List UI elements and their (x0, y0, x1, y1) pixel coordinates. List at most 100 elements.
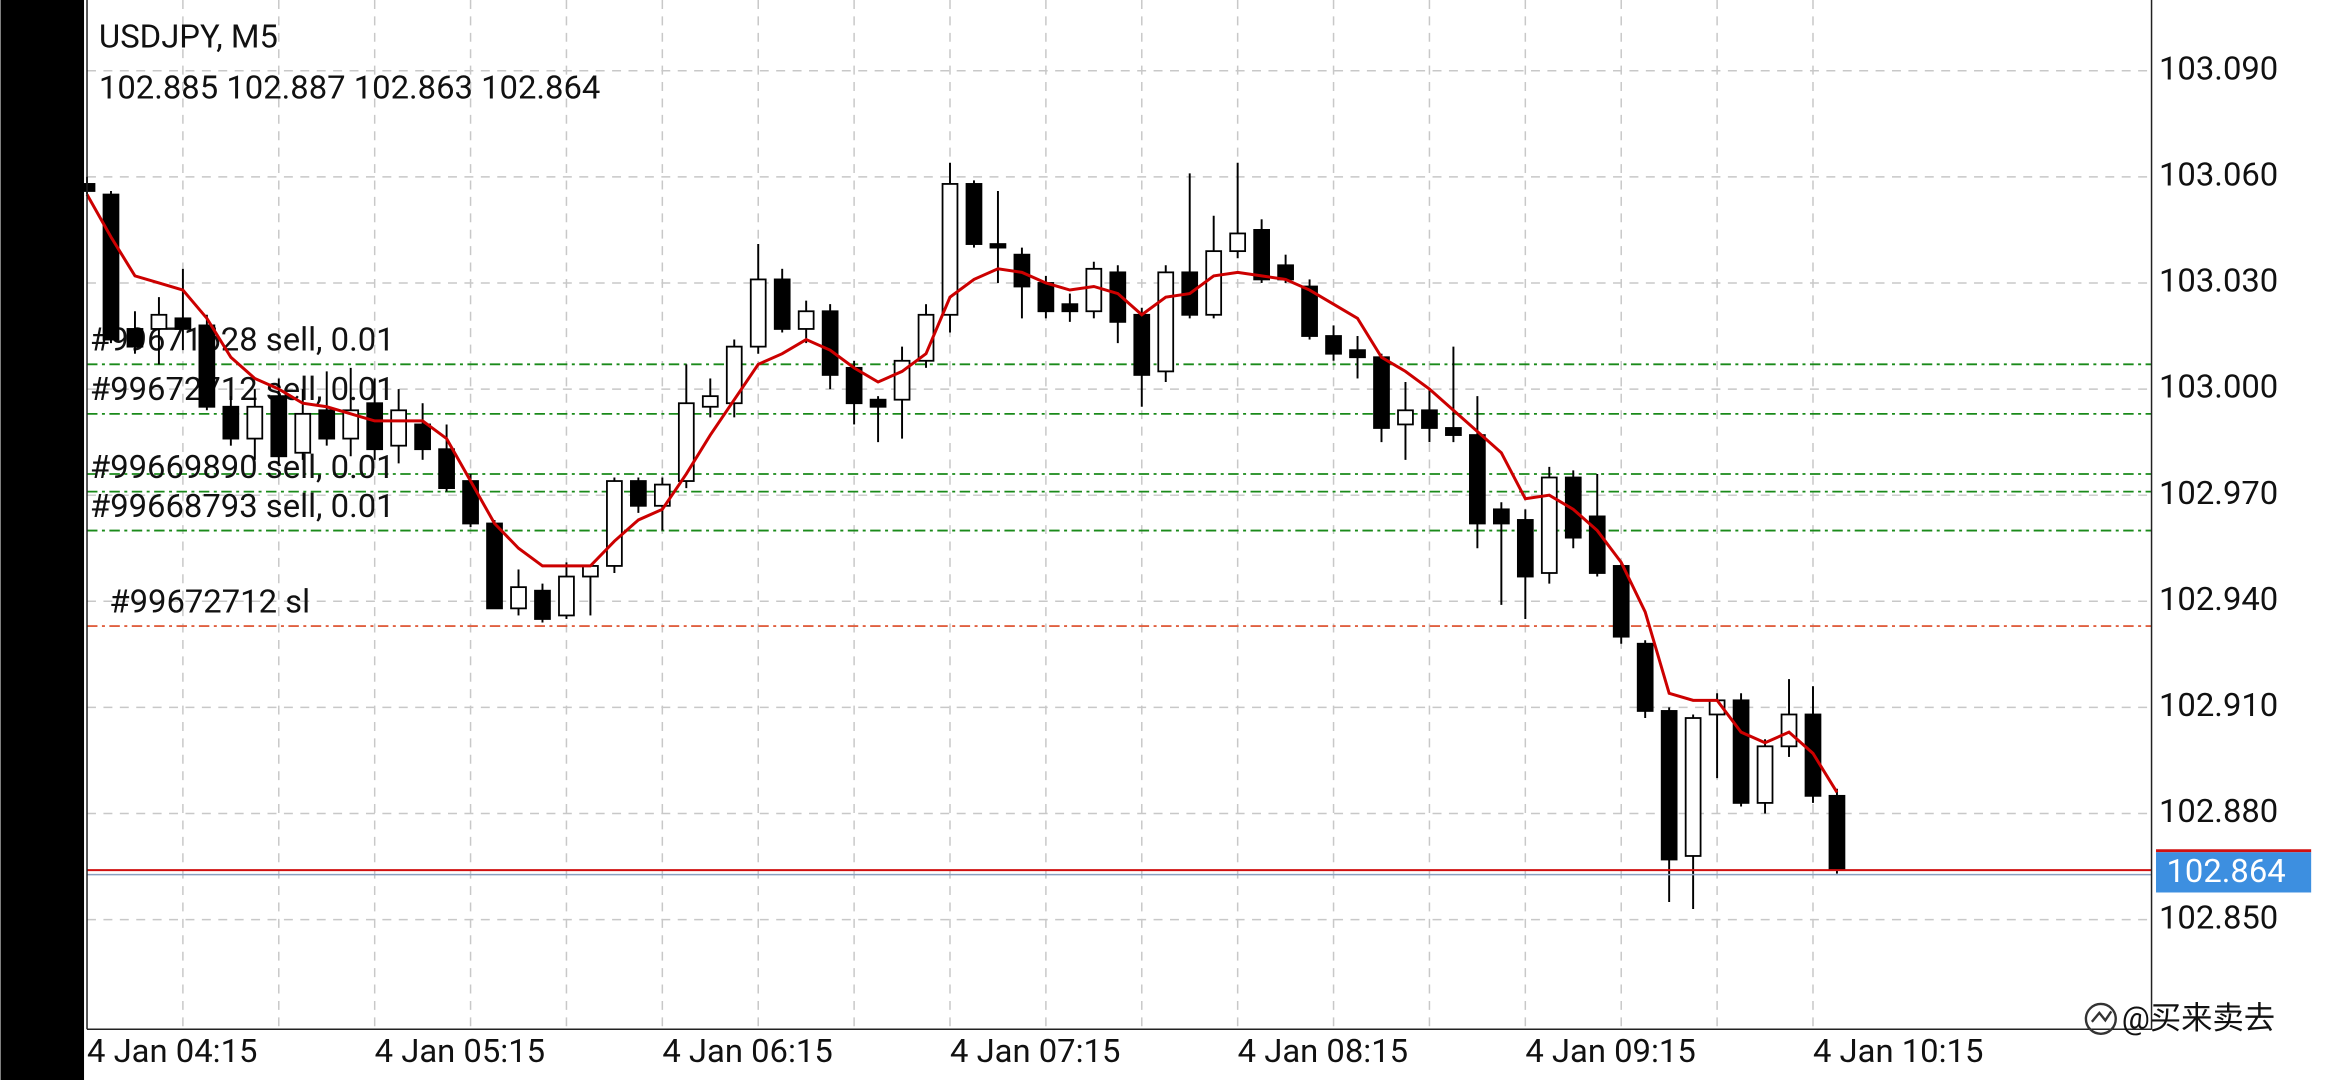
open-readout: 102.885 (99, 69, 218, 107)
y-tick-label: 103.090 (2159, 50, 2278, 88)
candle-body (1037, 282, 1055, 313)
candle-body (725, 345, 743, 405)
candle-body (294, 412, 312, 454)
candle-body (342, 409, 360, 440)
x-tick-label: 4 Jan 08:15 (1238, 1033, 1408, 1071)
candles (78, 162, 1846, 910)
candle-body (150, 313, 168, 330)
order-label: #99672712 sell, 0.01 (90, 371, 395, 409)
candle-body (869, 398, 887, 408)
candle-body (1636, 642, 1654, 712)
watermark-icon (2084, 1002, 2117, 1035)
overlay (85, 193, 2152, 876)
order-label: #99669890 sell, 0.01 (90, 449, 395, 487)
candle-body (1732, 699, 1750, 804)
candle-body (1445, 427, 1462, 436)
candle-body (773, 278, 791, 330)
candle-body (989, 243, 1007, 249)
price-box (2156, 852, 2312, 893)
x-tick-label: 4 Jan 10:15 (1813, 1033, 1983, 1071)
candle-body (653, 483, 671, 507)
candle-body (1061, 303, 1079, 313)
order-levels: #99671628 sell, 0.01#99672712 sell, 0.01… (87, 322, 2152, 627)
order-label: #99668793 sell, 0.01 (90, 488, 395, 526)
candle-body (1756, 745, 1774, 804)
candle-body (1253, 229, 1270, 281)
candle-body (1516, 519, 1534, 578)
y-tick-label: 103.030 (2159, 263, 2278, 301)
x-tick-label: 4 Jan 07:15 (950, 1033, 1120, 1071)
candle-body (438, 448, 455, 490)
candle-body (941, 183, 959, 316)
candle-body (1205, 250, 1223, 316)
candle-body (390, 409, 408, 447)
x-tick-label: 4 Jan 09:15 (1525, 1033, 1695, 1071)
low-readout: 102.863 (354, 69, 473, 107)
y-tick-label: 103.060 (2159, 157, 2278, 195)
x-tick-label: 4 Jan 06:15 (662, 1033, 832, 1071)
y-tick-label: 102.970 (2159, 475, 2278, 513)
candle-body (1588, 515, 1606, 574)
candle-body (1828, 794, 1846, 872)
candle-body (486, 522, 503, 610)
high-readout: 102.887 (226, 69, 345, 107)
close-readout: 102.864 (481, 69, 600, 107)
candle-body (845, 366, 863, 405)
candle-body (174, 317, 192, 330)
candle-body (270, 395, 288, 458)
candle-body (749, 278, 767, 348)
candle-body (1397, 409, 1414, 426)
order-label: #99672712 sl (109, 583, 310, 621)
candle-body (126, 328, 144, 348)
y-tick-label: 103.000 (2159, 369, 2278, 407)
candle-body (965, 183, 983, 245)
candle-body (893, 359, 911, 401)
y-tick-label: 102.850 (2159, 899, 2278, 937)
candle-body (1373, 356, 1390, 429)
y-tick-label: 102.940 (2159, 581, 2278, 619)
candle-body (630, 480, 647, 507)
candle-body (534, 589, 551, 620)
candle-body (510, 586, 527, 610)
symbol-title: USDJPY, M5 (99, 18, 278, 56)
candle-body (1085, 267, 1103, 313)
candle-body (797, 310, 815, 330)
candle-body (701, 395, 719, 408)
candle-body (582, 565, 599, 578)
candle-body (1540, 476, 1558, 574)
candle-body (1421, 409, 1438, 429)
candle-body (1780, 713, 1798, 748)
price-box-label: 102.864 (2166, 853, 2285, 891)
candle-body (198, 324, 216, 408)
ohlc-readout: 102.885 102.887 102.863 102.864 (99, 69, 600, 107)
candle-body (1349, 349, 1366, 359)
candle-body (1133, 313, 1151, 376)
candle-body (1612, 565, 1630, 638)
moving-average (85, 193, 1839, 794)
candle-body (606, 480, 623, 567)
candle-body (1109, 271, 1127, 323)
candle-body (1564, 476, 1582, 539)
candle-body (558, 575, 575, 617)
candle-body (222, 405, 240, 440)
candle-body (414, 423, 431, 451)
x-tick-label: 4 Jan 04:15 (87, 1033, 257, 1071)
candle-body (1469, 434, 1486, 525)
x-tick-label: 4 Jan 05:15 (375, 1033, 545, 1071)
candle-body (318, 409, 336, 440)
candle-body (1157, 271, 1175, 373)
candle-body (1301, 285, 1318, 337)
candle-body (102, 193, 120, 341)
candle-body (246, 405, 264, 440)
candle-body (677, 402, 695, 482)
candle-body (1660, 710, 1678, 861)
y-tick-label: 102.880 (2159, 793, 2278, 831)
y-tick-label: 102.910 (2159, 687, 2278, 725)
candle-body (366, 402, 384, 451)
candle-body (1325, 335, 1342, 355)
watermark: @买来卖去 (2122, 1000, 2275, 1037)
left-bar (0, 0, 85, 1080)
candle-body (1684, 717, 1702, 857)
